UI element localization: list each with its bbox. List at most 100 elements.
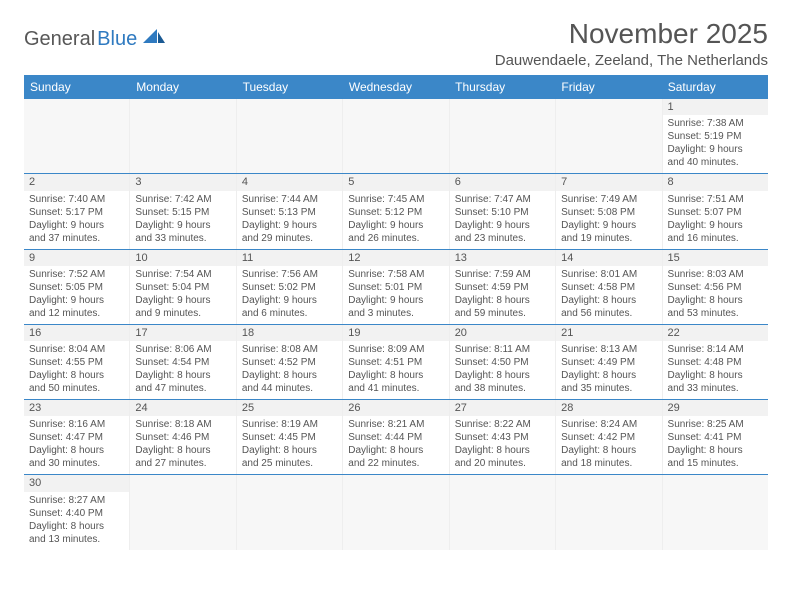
sunrise-text: Sunrise: 8:14 AM: [668, 343, 763, 356]
sunset-text: Sunset: 4:54 PM: [135, 356, 230, 369]
sunrise-text: Sunrise: 8:03 AM: [668, 268, 763, 281]
sunrise-text: Sunrise: 8:18 AM: [135, 418, 230, 431]
calendar-cell-empty: [343, 99, 449, 173]
calendar-cell: 1Sunrise: 7:38 AMSunset: 5:19 PMDaylight…: [663, 99, 768, 173]
calendar-cell: 25Sunrise: 8:19 AMSunset: 4:45 PMDayligh…: [237, 400, 343, 474]
day-header: Sunday: [24, 75, 130, 99]
day-number: 30: [24, 475, 129, 491]
calendar-cell: 27Sunrise: 8:22 AMSunset: 4:43 PMDayligh…: [450, 400, 556, 474]
brand-sail-icon: [143, 29, 165, 50]
daylight-text: Daylight: 8 hours: [455, 369, 550, 382]
calendar-cell: 20Sunrise: 8:11 AMSunset: 4:50 PMDayligh…: [450, 325, 556, 399]
calendar-cell-empty: [343, 475, 449, 549]
sunset-text: Sunset: 4:52 PM: [242, 356, 337, 369]
calendar-cell: 29Sunrise: 8:25 AMSunset: 4:41 PMDayligh…: [663, 400, 768, 474]
day-header: Monday: [130, 75, 236, 99]
sunrise-text: Sunrise: 8:01 AM: [561, 268, 656, 281]
day-number: 16: [24, 325, 129, 341]
daylight-text: and 23 minutes.: [455, 232, 550, 245]
calendar-cell: 6Sunrise: 7:47 AMSunset: 5:10 PMDaylight…: [450, 174, 556, 248]
daylight-text: and 9 minutes.: [135, 307, 230, 320]
day-header: Saturday: [662, 75, 768, 99]
daylight-text: Daylight: 8 hours: [455, 444, 550, 457]
daylight-text: Daylight: 8 hours: [455, 294, 550, 307]
sunrise-text: Sunrise: 7:38 AM: [668, 117, 763, 130]
day-header: Wednesday: [343, 75, 449, 99]
daylight-text: Daylight: 8 hours: [561, 369, 656, 382]
daylight-text: and 56 minutes.: [561, 307, 656, 320]
calendar-cell-empty: [450, 475, 556, 549]
daylight-text: and 44 minutes.: [242, 382, 337, 395]
daylight-text: and 33 minutes.: [668, 382, 763, 395]
calendar-cell: 8Sunrise: 7:51 AMSunset: 5:07 PMDaylight…: [663, 174, 768, 248]
sunrise-text: Sunrise: 8:19 AM: [242, 418, 337, 431]
sunset-text: Sunset: 4:40 PM: [29, 507, 124, 520]
day-header: Thursday: [449, 75, 555, 99]
daylight-text: Daylight: 8 hours: [29, 444, 124, 457]
calendar-cell: 11Sunrise: 7:56 AMSunset: 5:02 PMDayligh…: [237, 250, 343, 324]
daylight-text: Daylight: 9 hours: [242, 219, 337, 232]
day-number: 27: [450, 400, 555, 416]
daylight-text: Daylight: 8 hours: [668, 294, 763, 307]
week-row: 16Sunrise: 8:04 AMSunset: 4:55 PMDayligh…: [24, 325, 768, 400]
sunrise-text: Sunrise: 8:06 AM: [135, 343, 230, 356]
calendar-cell: 9Sunrise: 7:52 AMSunset: 5:05 PMDaylight…: [24, 250, 130, 324]
sunrise-text: Sunrise: 8:13 AM: [561, 343, 656, 356]
calendar-cell-empty: [130, 475, 236, 549]
week-row: 9Sunrise: 7:52 AMSunset: 5:05 PMDaylight…: [24, 250, 768, 325]
sunset-text: Sunset: 5:02 PM: [242, 281, 337, 294]
calendar-cell: 5Sunrise: 7:45 AMSunset: 5:12 PMDaylight…: [343, 174, 449, 248]
sunset-text: Sunset: 4:44 PM: [348, 431, 443, 444]
daylight-text: and 53 minutes.: [668, 307, 763, 320]
sunset-text: Sunset: 5:04 PM: [135, 281, 230, 294]
sunrise-text: Sunrise: 7:54 AM: [135, 268, 230, 281]
daylight-text: and 33 minutes.: [135, 232, 230, 245]
sunset-text: Sunset: 5:01 PM: [348, 281, 443, 294]
daylight-text: Daylight: 8 hours: [29, 369, 124, 382]
sunset-text: Sunset: 5:15 PM: [135, 206, 230, 219]
calendar-cell: 22Sunrise: 8:14 AMSunset: 4:48 PMDayligh…: [663, 325, 768, 399]
day-number: 11: [237, 250, 342, 266]
daylight-text: and 47 minutes.: [135, 382, 230, 395]
sunrise-text: Sunrise: 7:42 AM: [135, 193, 230, 206]
day-header: Friday: [555, 75, 661, 99]
sunset-text: Sunset: 5:07 PM: [668, 206, 763, 219]
sunrise-text: Sunrise: 7:47 AM: [455, 193, 550, 206]
day-number: 1: [663, 99, 768, 115]
daylight-text: and 12 minutes.: [29, 307, 124, 320]
day-number: 20: [450, 325, 555, 341]
calendar-cell: 21Sunrise: 8:13 AMSunset: 4:49 PMDayligh…: [556, 325, 662, 399]
sunset-text: Sunset: 4:48 PM: [668, 356, 763, 369]
daylight-text: and 27 minutes.: [135, 457, 230, 470]
sunrise-text: Sunrise: 8:08 AM: [242, 343, 337, 356]
day-number: 28: [556, 400, 661, 416]
sunrise-text: Sunrise: 8:11 AM: [455, 343, 550, 356]
daylight-text: and 20 minutes.: [455, 457, 550, 470]
day-number: 8: [663, 174, 768, 190]
daylight-text: and 26 minutes.: [348, 232, 443, 245]
sunset-text: Sunset: 4:51 PM: [348, 356, 443, 369]
day-number: 17: [130, 325, 235, 341]
calendar-cell: 13Sunrise: 7:59 AMSunset: 4:59 PMDayligh…: [450, 250, 556, 324]
daylight-text: and 35 minutes.: [561, 382, 656, 395]
calendar-cell: 23Sunrise: 8:16 AMSunset: 4:47 PMDayligh…: [24, 400, 130, 474]
sunset-text: Sunset: 5:13 PM: [242, 206, 337, 219]
daylight-text: Daylight: 8 hours: [668, 369, 763, 382]
calendar-cell: 3Sunrise: 7:42 AMSunset: 5:15 PMDaylight…: [130, 174, 236, 248]
daylight-text: Daylight: 9 hours: [135, 294, 230, 307]
calendar: SundayMondayTuesdayWednesdayThursdayFrid…: [24, 75, 768, 550]
daylight-text: and 19 minutes.: [561, 232, 656, 245]
day-number: 10: [130, 250, 235, 266]
brand-part1: General: [24, 28, 95, 51]
day-header-row: SundayMondayTuesdayWednesdayThursdayFrid…: [24, 75, 768, 99]
calendar-cell-empty: [556, 99, 662, 173]
day-number: 13: [450, 250, 555, 266]
daylight-text: and 15 minutes.: [668, 457, 763, 470]
sunset-text: Sunset: 5:12 PM: [348, 206, 443, 219]
day-number: 6: [450, 174, 555, 190]
calendar-cell: 18Sunrise: 8:08 AMSunset: 4:52 PMDayligh…: [237, 325, 343, 399]
daylight-text: Daylight: 8 hours: [561, 294, 656, 307]
daylight-text: and 29 minutes.: [242, 232, 337, 245]
sunrise-text: Sunrise: 8:24 AM: [561, 418, 656, 431]
calendar-cell-empty: [24, 99, 130, 173]
